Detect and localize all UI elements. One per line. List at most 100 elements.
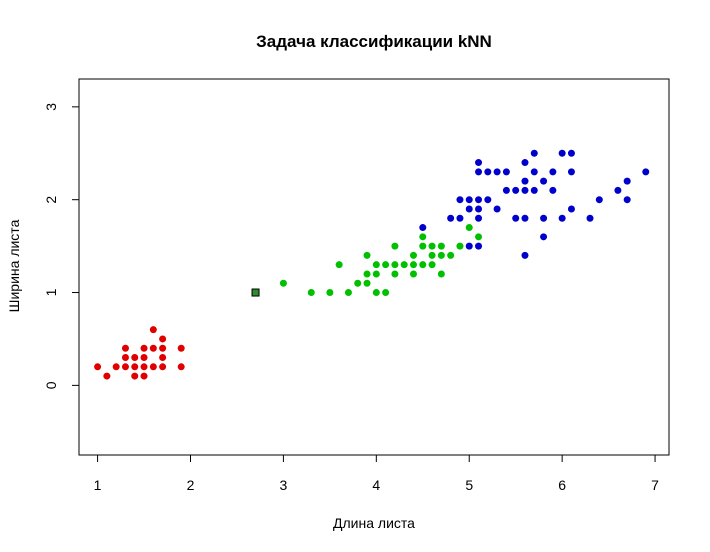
data-point bbox=[521, 177, 529, 185]
data-point bbox=[428, 251, 436, 259]
data-point bbox=[437, 242, 445, 250]
data-point bbox=[447, 214, 455, 222]
data-point bbox=[419, 224, 427, 232]
x-tick-label: 6 bbox=[558, 477, 566, 493]
data-point bbox=[437, 270, 445, 278]
data-point bbox=[391, 261, 399, 269]
data-point bbox=[131, 363, 139, 371]
data-point bbox=[140, 344, 148, 352]
data-point bbox=[549, 186, 557, 194]
data-point bbox=[475, 233, 483, 241]
data-point bbox=[131, 372, 139, 380]
x-tick-label: 1 bbox=[94, 477, 102, 493]
data-point bbox=[614, 186, 622, 194]
data-point bbox=[400, 261, 408, 269]
data-point bbox=[475, 214, 483, 222]
x-axis: 1 2 3 4 5 6 7 bbox=[94, 454, 659, 493]
data-point bbox=[121, 354, 129, 362]
data-point bbox=[558, 149, 566, 157]
data-point bbox=[465, 205, 473, 213]
data-point bbox=[475, 242, 483, 250]
data-point bbox=[419, 242, 427, 250]
data-point bbox=[354, 279, 362, 287]
data-point bbox=[149, 326, 157, 334]
data-point bbox=[530, 149, 538, 157]
data-point bbox=[177, 344, 185, 352]
data-point bbox=[140, 372, 148, 380]
data-point bbox=[475, 205, 483, 213]
data-point bbox=[465, 196, 473, 204]
data-point bbox=[465, 242, 473, 250]
data-point bbox=[475, 168, 483, 176]
data-point bbox=[159, 363, 167, 371]
data-point bbox=[475, 159, 483, 167]
data-point bbox=[540, 177, 548, 185]
x-tick-label: 2 bbox=[187, 477, 195, 493]
data-point bbox=[131, 354, 139, 362]
data-point bbox=[623, 177, 631, 185]
data-point bbox=[363, 270, 371, 278]
data-point bbox=[372, 261, 380, 269]
x-tick-label: 4 bbox=[372, 477, 380, 493]
data-point bbox=[567, 168, 575, 176]
data-point bbox=[521, 251, 529, 259]
y-tick-label: 0 bbox=[43, 381, 59, 389]
x-axis-label: Длина листа bbox=[333, 515, 415, 531]
data-point bbox=[623, 196, 631, 204]
query-point bbox=[251, 288, 260, 297]
data-point bbox=[521, 186, 529, 194]
data-point bbox=[475, 196, 483, 204]
data-point bbox=[512, 214, 520, 222]
data-point bbox=[428, 242, 436, 250]
data-point bbox=[140, 354, 148, 362]
data-point bbox=[567, 205, 575, 213]
data-point bbox=[149, 363, 157, 371]
data-point bbox=[94, 363, 102, 371]
data-point bbox=[326, 289, 334, 297]
data-point bbox=[530, 168, 538, 176]
data-point bbox=[409, 261, 417, 269]
data-point bbox=[586, 214, 594, 222]
data-point bbox=[103, 372, 111, 380]
y-axis: 0 1 2 3 bbox=[43, 103, 80, 389]
data-point bbox=[382, 261, 390, 269]
data-point bbox=[409, 270, 417, 278]
data-point bbox=[530, 186, 538, 194]
data-point bbox=[512, 186, 520, 194]
chart-title: Задача классификации kNN bbox=[256, 32, 492, 51]
data-point bbox=[307, 289, 315, 297]
data-point bbox=[363, 279, 371, 287]
data-point bbox=[465, 224, 473, 232]
data-points bbox=[94, 149, 650, 380]
data-point bbox=[567, 149, 575, 157]
data-point bbox=[391, 270, 399, 278]
data-point bbox=[335, 261, 343, 269]
data-point bbox=[279, 279, 287, 287]
data-point bbox=[447, 251, 455, 259]
data-point bbox=[159, 335, 167, 343]
data-point bbox=[409, 251, 417, 259]
data-point bbox=[456, 196, 464, 204]
data-point bbox=[437, 251, 445, 259]
data-point bbox=[484, 196, 492, 204]
data-point bbox=[502, 186, 510, 194]
data-point bbox=[428, 261, 436, 269]
data-point bbox=[540, 214, 548, 222]
data-point bbox=[372, 289, 380, 297]
x-tick-label: 3 bbox=[280, 477, 288, 493]
data-point bbox=[419, 261, 427, 269]
y-axis-label: Ширина листа bbox=[6, 219, 22, 312]
data-point bbox=[493, 168, 501, 176]
y-tick-label: 2 bbox=[43, 196, 59, 204]
data-point bbox=[419, 233, 427, 241]
data-point bbox=[493, 205, 501, 213]
data-point bbox=[140, 363, 148, 371]
data-point bbox=[456, 214, 464, 222]
data-point bbox=[521, 214, 529, 222]
data-point bbox=[595, 196, 603, 204]
data-point bbox=[363, 251, 371, 259]
data-point bbox=[159, 344, 167, 352]
data-point bbox=[112, 363, 120, 371]
data-point bbox=[344, 289, 352, 297]
x-tick-label: 5 bbox=[465, 477, 473, 493]
